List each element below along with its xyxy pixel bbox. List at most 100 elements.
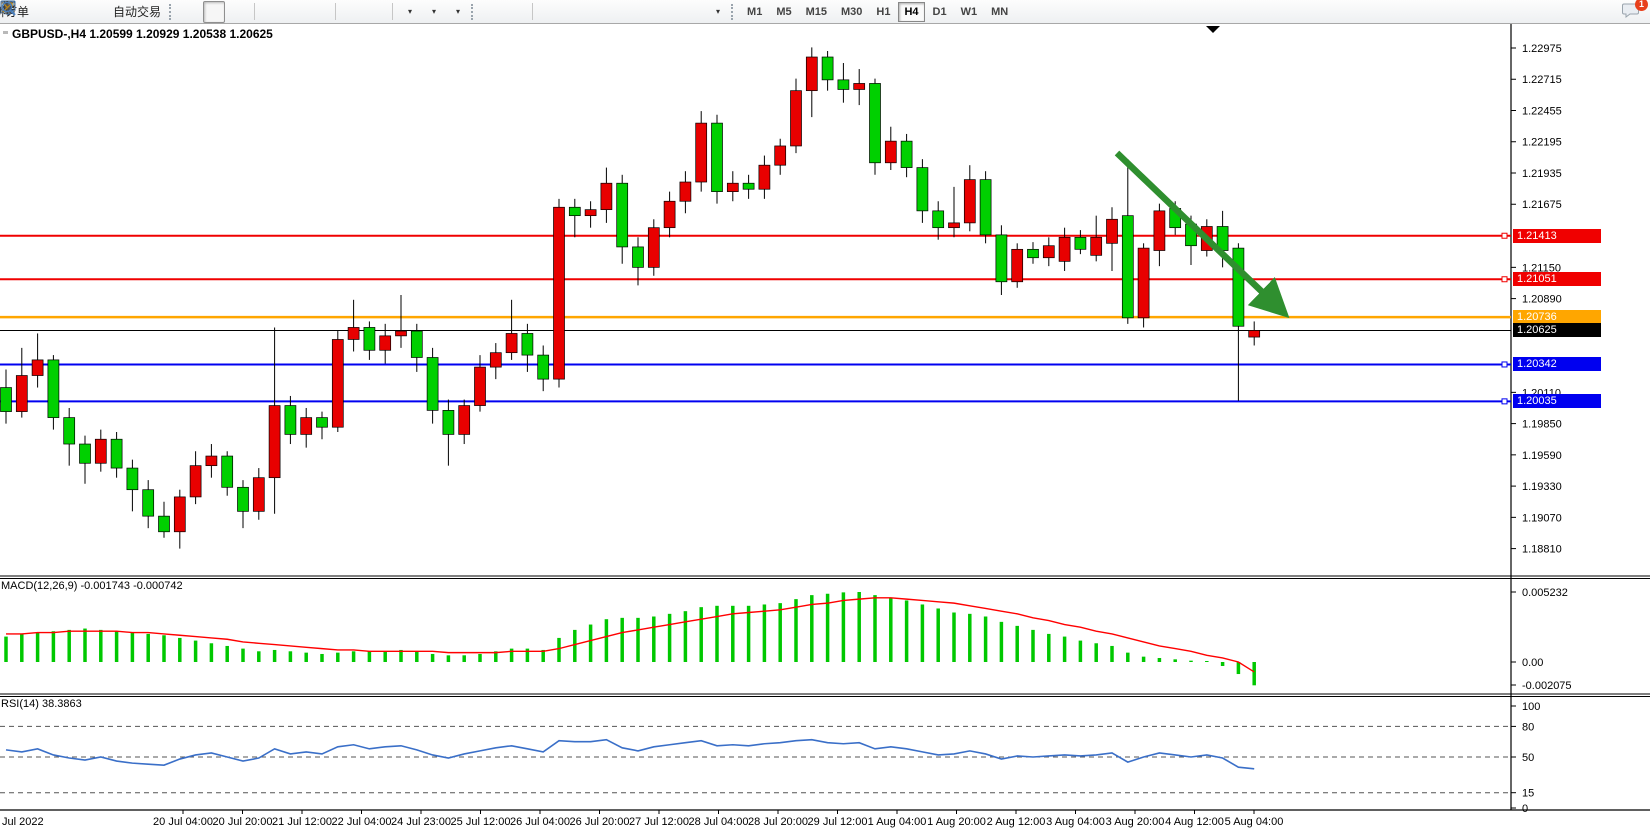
candle (1137, 247, 1150, 319)
chart-shift-marker[interactable] (1206, 26, 1220, 33)
toolbar-separator (254, 3, 256, 20)
crosshair-button[interactable] (1, 1, 527, 23)
level-line-handle[interactable] (1501, 361, 1508, 368)
notifications-button[interactable]: 1 (1621, 0, 1648, 23)
chart-shift-button[interactable] (1, 1, 387, 23)
trendline-button[interactable] (1, 1, 608, 23)
macd-tick-label: -0.002075 (1522, 680, 1572, 692)
time-axis-label[interactable]: 25 Jul 12:00 (451, 816, 511, 828)
time-axis-label[interactable]: 28 Jul 20:00 (748, 816, 808, 828)
timeframe-button-m30[interactable]: M30 (841, 5, 863, 18)
timeframe-button-m5[interactable]: M5 (776, 5, 792, 18)
search-button[interactable] (1, 1, 1619, 23)
horizontal-line-button[interactable] (1, 1, 584, 23)
macd-signal-line (6, 597, 1255, 673)
candle (837, 79, 850, 90)
macd-indicator-label: MACD(12,26,9) -0.001743 -0.000742 (1, 580, 183, 592)
rsi-tick-label: 15 (1522, 788, 1534, 800)
candle (1011, 248, 1024, 283)
terminal-icon-button[interactable] (0, 0, 82, 23)
timeframe-button-m1[interactable]: M1 (747, 5, 763, 18)
time-axis-label[interactable]: 4 Aug 12:00 (1165, 816, 1224, 828)
timeframe-button-m15[interactable]: M15 (805, 5, 827, 18)
text-button[interactable]: A (3, 1, 680, 23)
zoom-out-button[interactable] (2, 1, 306, 23)
price-tick-label: 1.18810 (1522, 544, 1562, 556)
template-button[interactable]: ▾ (0, 1, 468, 23)
level-line-handle[interactable] (1501, 232, 1508, 239)
candle (1042, 245, 1055, 259)
price-tick-label: 1.22455 (1522, 105, 1562, 117)
auto-scroll-button[interactable] (1, 1, 363, 23)
time-axis-label[interactable]: 26 Jul 20:00 (570, 816, 630, 828)
price-tick-label: 1.20890 (1522, 294, 1562, 306)
rsi-indicator-label: RSI(14) 38.3863 (1, 698, 82, 710)
time-axis-label[interactable]: 1 Aug 04:00 (868, 816, 927, 828)
candle (1090, 236, 1103, 256)
arrows-button[interactable]: ▾ (2, 1, 728, 23)
candle (726, 182, 739, 192)
time-axis-label[interactable]: 20 Jul 04:00 (153, 816, 213, 828)
candle (0, 387, 12, 412)
time-axis-label[interactable]: 2 Aug 12:00 (987, 816, 1046, 828)
candle (932, 210, 945, 229)
text-label-button[interactable]: T (1, 1, 704, 23)
period-button[interactable]: ▾ (1, 1, 444, 23)
time-axis-label[interactable]: 3 Aug 04:00 (1046, 816, 1105, 828)
level-line-handle[interactable] (1501, 398, 1508, 405)
candle (553, 206, 565, 380)
time-axis-label[interactable]: 5 Aug 04:00 (1225, 816, 1284, 828)
line-chart-button[interactable] (1, 1, 249, 23)
time-axis-label[interactable]: 1 Aug 20:00 (927, 816, 986, 828)
candle (284, 405, 297, 435)
candle (568, 206, 581, 217)
time-axis-label[interactable]: 22 Jul 04:00 (332, 816, 392, 828)
price-tick-label: 1.19850 (1522, 419, 1562, 431)
price-tick-label: 1.22715 (1522, 74, 1562, 86)
tile-windows-button[interactable] (0, 1, 330, 23)
price-tick-label: 1.22975 (1522, 43, 1562, 55)
cursor-button[interactable] (4, 1, 503, 23)
level-line-handle[interactable] (1501, 276, 1508, 283)
time-axis-label[interactable]: Jul 2022 (2, 816, 44, 828)
price-tick-label: 1.21935 (1522, 168, 1562, 180)
time-axis-label[interactable]: 27 Jul 12:00 (629, 816, 689, 828)
candle (758, 164, 771, 190)
zoom-in-button[interactable] (2, 1, 282, 23)
time-axis-label[interactable]: 20 Jul 20:00 (213, 816, 273, 828)
candle (695, 122, 708, 183)
equidistant-channel-button[interactable]: E (0, 1, 632, 23)
timeframe-button-w1[interactable]: W1 (960, 5, 978, 18)
toolbar-grip[interactable] (731, 3, 736, 20)
candle (1232, 247, 1245, 327)
macd-tick-label: 0.005232 (1522, 587, 1568, 599)
candlestick-chart-button[interactable] (1, 0, 226, 23)
time-axis-label[interactable]: 28 Jul 04:00 (689, 816, 749, 828)
time-axis-label[interactable]: 29 Jul 12:00 (808, 816, 868, 828)
candle (869, 83, 881, 164)
time-axis-label[interactable]: 26 Jul 04:00 (510, 816, 570, 828)
timeframe-button-d1[interactable]: D1 (932, 5, 947, 18)
candle (347, 327, 360, 340)
new-chart-button[interactable]: ▾ (0, 1, 420, 23)
time-axis-label[interactable]: 3 Aug 20:00 (1106, 816, 1165, 828)
toolbar-grip[interactable] (169, 3, 174, 20)
trend-arrow[interactable] (1114, 150, 1290, 319)
signals-button[interactable] (1, 1, 106, 23)
autotrading-button[interactable]: 自动交易 (2, 1, 166, 23)
candle (916, 167, 929, 212)
time-axis-label[interactable]: 24 Jul 23:00 (391, 816, 451, 828)
price-label-1.20342: 1.20342 (1513, 357, 1601, 372)
bar-chart-button[interactable] (1, 1, 201, 23)
toolbar-grip[interactable] (471, 3, 476, 20)
time-axis-label[interactable]: 21 Jul 12:00 (272, 816, 332, 828)
candle (632, 246, 644, 268)
timeframe-button-h4[interactable]: H4 (898, 1, 925, 22)
new-order-icon[interactable] (1, 1, 58, 23)
vertical-line-button[interactable] (5, 1, 560, 23)
rsi-tick-label: 50 (1522, 752, 1534, 764)
timeframe-button-mn[interactable]: MN (991, 5, 1009, 18)
timeframe-button-h1[interactable]: H1 (876, 5, 891, 18)
fibonacci-button[interactable]: F (1, 1, 656, 23)
